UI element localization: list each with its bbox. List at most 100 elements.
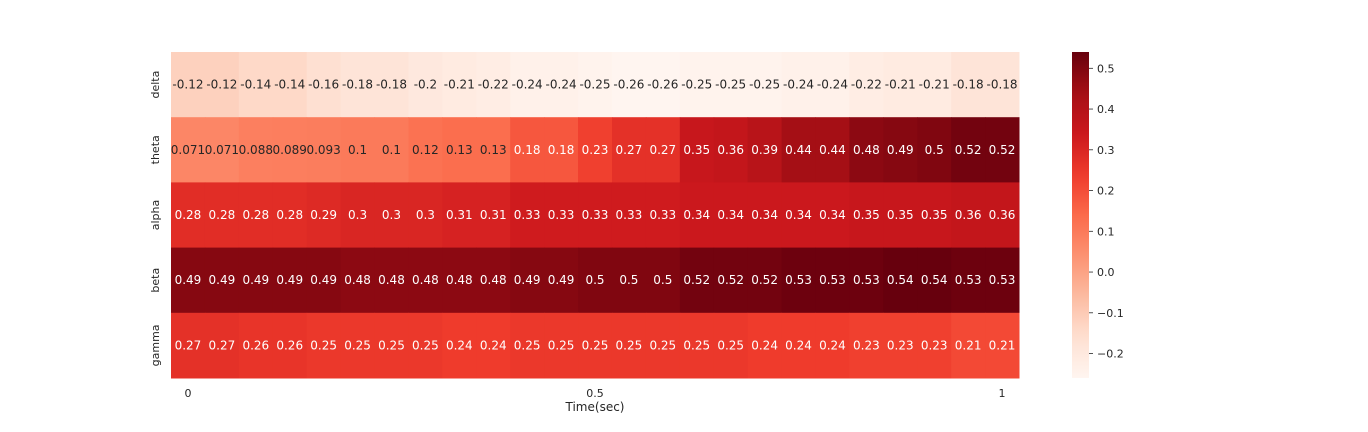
- heatmap-cell: [442, 312, 477, 379]
- heatmap-cell: [272, 312, 308, 379]
- heatmap-cell: [917, 247, 952, 314]
- cell-value-label: 0.12: [412, 143, 439, 157]
- cell-value-label: 0.27: [616, 143, 643, 157]
- cell-value-label: 0.52: [751, 273, 778, 287]
- heatmap-cell: [815, 247, 850, 314]
- heatmap-cell: [442, 52, 477, 118]
- heatmap-cell: [578, 117, 613, 183]
- cell-value-label: 0.34: [751, 208, 778, 222]
- cell-value-label: 0.53: [853, 273, 880, 287]
- heatmap-cell: [645, 52, 681, 118]
- heatmap-cell: [917, 52, 952, 118]
- heatmap-cell: [645, 247, 681, 314]
- heatmap-cell: [849, 52, 884, 118]
- heatmap-cell: [171, 247, 206, 314]
- heatmap-cell: [510, 247, 545, 314]
- heatmap-cell: [544, 312, 579, 379]
- heatmap-cell: [306, 52, 342, 118]
- heatmap-cell: [374, 312, 409, 379]
- cell-value-label: 0.26: [276, 338, 303, 352]
- heatmap-cell: [713, 52, 749, 118]
- cell-value-label: 0.13: [446, 143, 473, 157]
- cell-value-label: 0.34: [819, 208, 846, 222]
- heatmap-cell: [815, 182, 850, 249]
- heatmap-cell: [238, 182, 274, 249]
- heatmap-cell: [951, 52, 986, 118]
- heatmap-cell: [171, 182, 206, 249]
- heatmap-cell: [917, 182, 952, 249]
- y-tick-label-delta: delta: [149, 71, 162, 99]
- heatmap-cell: [204, 117, 240, 183]
- cell-value-label: 0.49: [548, 273, 575, 287]
- heatmap-cell: [883, 247, 918, 314]
- heatmap-cell: [442, 182, 477, 249]
- heatmap-cell: [849, 312, 884, 379]
- cell-value-label: -0.24: [817, 78, 848, 92]
- heatmap-cell: [171, 52, 206, 118]
- cell-value-label: 0.54: [887, 273, 914, 287]
- cell-value-label: -0.24: [783, 78, 814, 92]
- cell-value-label: 0.3: [348, 208, 367, 222]
- cell-value-label: 0.33: [616, 208, 643, 222]
- cell-value-label: 0.33: [548, 208, 575, 222]
- cell-value-label: -0.21: [444, 78, 475, 92]
- cell-value-label: 0.071: [205, 143, 239, 157]
- heatmap-cell: [340, 182, 376, 249]
- heatmap-cell: [408, 312, 443, 379]
- heatmap-cell: [611, 247, 647, 314]
- cell-value-label: 0.25: [717, 338, 744, 352]
- cell-value-label: 0.28: [209, 208, 236, 222]
- heatmap-cell: [679, 247, 715, 314]
- cell-value-label: 0.48: [344, 273, 371, 287]
- heatmap-cell: [171, 312, 206, 379]
- heatmap-cell: [171, 117, 206, 183]
- cell-value-label: -0.22: [478, 78, 509, 92]
- y-tick-label-theta: theta: [149, 135, 162, 164]
- cell-value-label: 0.25: [378, 338, 405, 352]
- cell-value-label: -0.26: [613, 78, 644, 92]
- heatmap-cell: [272, 52, 308, 118]
- cell-value-label: 0.3: [382, 208, 401, 222]
- heatmap-cell: [306, 117, 342, 183]
- heatmap-cell: [781, 312, 816, 379]
- cell-value-label: 0.36: [717, 143, 744, 157]
- cell-value-label: -0.24: [546, 78, 577, 92]
- cell-value-label: 0.54: [921, 273, 948, 287]
- heatmap-cell: [442, 247, 477, 314]
- cell-value-label: 0.24: [785, 338, 812, 352]
- heatmap-cell: [679, 312, 715, 379]
- colorbar-tick-label: −0.2: [1097, 348, 1124, 361]
- cell-value-label: 0.088: [239, 143, 273, 157]
- cell-value-label: 0.21: [955, 338, 982, 352]
- heatmap-cell: [408, 52, 443, 118]
- cell-value-label: 0.48: [412, 273, 439, 287]
- cell-value-label: 0.48: [480, 273, 507, 287]
- heatmap-cell: [747, 312, 783, 379]
- heatmap-cell: [679, 182, 715, 249]
- heatmap-cells: -0.12 -0.12 -0.14 -0.14 -0.16 -0.18 -0.18 -0.2-…: [171, 52, 1020, 379]
- heatmap-cell: [713, 117, 749, 183]
- cell-value-label: 0.093: [306, 143, 340, 157]
- cell-value-label: 0.27: [175, 338, 202, 352]
- cell-value-label: 0.21: [989, 338, 1016, 352]
- heatmap-cell: [747, 117, 783, 183]
- cell-value-label: 0.26: [242, 338, 269, 352]
- heatmap-cell: [238, 312, 274, 379]
- cell-value-label: 0.25: [582, 338, 609, 352]
- heatmap-cell: [374, 247, 409, 314]
- cell-value-label: 0.27: [209, 338, 236, 352]
- heatmap-cell: [340, 312, 376, 379]
- heatmap-cell: [645, 312, 681, 379]
- heatmap-cell: [611, 52, 647, 118]
- cell-value-label: -0.14: [240, 78, 271, 92]
- cell-value-label: 0.34: [683, 208, 710, 222]
- x-tick-label: 0: [184, 387, 191, 400]
- cell-value-label: 0.089: [273, 143, 307, 157]
- cell-value-label: 0.28: [175, 208, 202, 222]
- heatmap-cell: [645, 117, 681, 183]
- heatmap-cell: [272, 117, 308, 183]
- cell-value-label: 0.29: [310, 208, 337, 222]
- colorbar-tick-label: 0.1: [1097, 225, 1115, 238]
- cell-value-label: 0.35: [683, 143, 710, 157]
- heatmap-cell: [510, 117, 545, 183]
